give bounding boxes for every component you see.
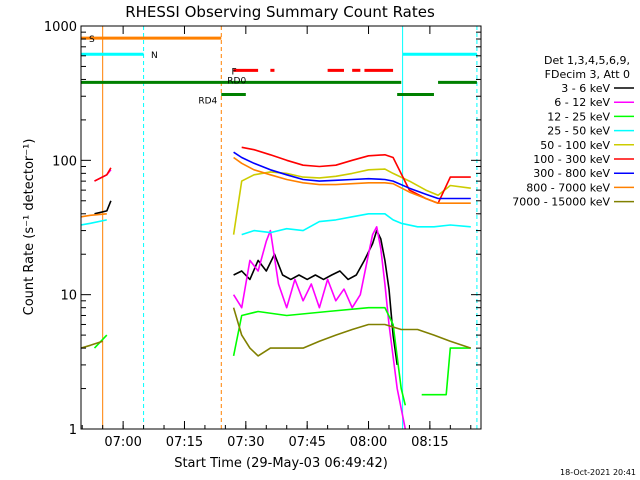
data-series-group	[81, 146, 472, 429]
legend-entry-label: 100 - 300 keV	[533, 153, 610, 166]
y-tick-label: 1	[69, 423, 77, 438]
legend-entry-label: 300 - 800 keV	[533, 167, 610, 180]
footer-timestamp: 18-Oct-2021 20:41	[560, 468, 636, 477]
flag-label-rd0: RD0	[227, 76, 246, 86]
x-tick-label: 08:15	[411, 435, 448, 450]
x-axis-ticks: 07:00 07:15 07:30 07:45 08:00 08:15	[81, 26, 472, 450]
legend-entry-label: 800 - 7000 keV	[526, 181, 610, 194]
series-line-25-50-kev	[241, 213, 471, 236]
series-line-7000-15000-kev	[81, 340, 103, 349]
x-tick-label: 07:00	[104, 435, 141, 450]
legend-entry-label: 7000 - 15000 keV	[512, 196, 610, 209]
flag-label-rd4: RD4	[198, 97, 217, 107]
series-line-3-6-kev	[233, 229, 398, 366]
series-line-6-12-kev	[232, 226, 407, 429]
legend-entry-label: 12 - 25 keV	[547, 110, 610, 123]
flag-label-s: S	[89, 35, 95, 45]
legend-entry-label: 50 - 100 keV	[540, 139, 610, 152]
series-line-12-25-kev	[232, 306, 407, 406]
legend: Det 1,3,4,5,6,9, FDecim 3, Att 0 3 - 6 k…	[512, 54, 634, 209]
y-tick-label: 10	[60, 289, 77, 304]
series-line-300-800-kev	[233, 151, 471, 200]
flag-label-n: N	[151, 51, 158, 61]
x-tick-label: 08:00	[350, 435, 387, 450]
series-line-100-300-kev	[94, 167, 112, 182]
series-line-12-25-kev	[421, 347, 471, 396]
x-tick-label: 07:30	[227, 435, 264, 450]
chart-title: RHESSI Observing Summary Count Rates	[125, 3, 435, 21]
legend-header-line-1: Det 1,3,4,5,6,9,	[544, 54, 630, 67]
y-tick-label: 100	[52, 154, 77, 169]
legend-entry-label: 3 - 6 keV	[561, 82, 610, 95]
series-line-3-6-kev	[94, 200, 112, 215]
flag-label-f: F	[232, 67, 237, 77]
x-tick-label: 07:45	[288, 435, 325, 450]
legend-header-line-2: FDecim 3, Att 0	[545, 68, 630, 81]
x-axis-label: Start Time (29-May-03 06:49:42)	[174, 456, 388, 471]
legend-entry-label: 6 - 12 keV	[554, 96, 610, 109]
y-tick-label: 1000	[44, 20, 77, 35]
y-axis-label: Count Rate (s⁻¹ detector⁻¹)	[22, 139, 37, 316]
x-tick-label: 07:15	[166, 435, 203, 450]
series-line-7000-15000-kev	[232, 307, 472, 357]
y-axis-ticks: 1 10 100 1000	[44, 20, 481, 438]
series-line-800-7000-kev	[81, 213, 107, 218]
legend-entry-label: 25 - 50 keV	[547, 125, 610, 138]
series-line-25-50-kev	[81, 219, 107, 226]
series-line-800-7000-kev	[233, 156, 471, 204]
plot-frame	[80, 25, 482, 430]
